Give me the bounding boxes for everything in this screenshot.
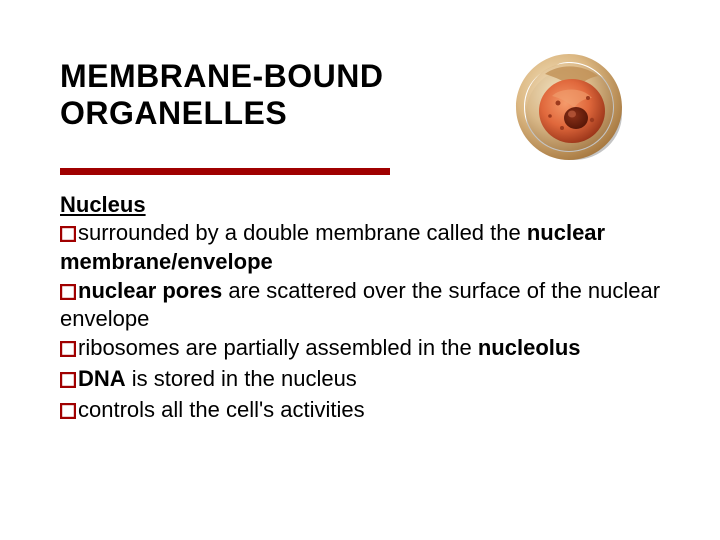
bullet-text: surrounded by a double membrane called t… xyxy=(78,220,527,245)
slide-title-area: MEMBRANE-BOUND ORGANELLES xyxy=(60,58,500,132)
bullet-text: ribosomes are partially assembled in the xyxy=(78,335,478,360)
title-underline xyxy=(60,168,390,175)
bullet-item: controls all the cell's activities xyxy=(60,397,670,426)
bullet-square-icon xyxy=(60,368,76,395)
bullet-item: DNA is stored in the nucleus xyxy=(60,366,670,395)
bullet-square-icon xyxy=(60,222,76,249)
bullet-item: nuclear pores are scattered over the sur… xyxy=(60,278,670,334)
bullet-bold: nuclear pores xyxy=(78,278,222,303)
bullet-item: surrounded by a double membrane called t… xyxy=(60,220,670,276)
cell-illustration xyxy=(510,48,628,166)
subheading: Nucleus xyxy=(60,192,670,218)
bullet-bold: DNA xyxy=(78,366,126,391)
slide-title: MEMBRANE-BOUND ORGANELLES xyxy=(60,58,500,132)
bullet-text: controls all the cell's activities xyxy=(78,397,365,422)
bullet-item: ribosomes are partially assembled in the… xyxy=(60,335,670,364)
bullet-square-icon xyxy=(60,399,76,426)
bullet-bold: nucleolus xyxy=(478,335,581,360)
content-area: Nucleus surrounded by a double membrane … xyxy=(60,192,670,428)
bullet-square-icon xyxy=(60,337,76,364)
bullet-text: is stored in the nucleus xyxy=(126,366,357,391)
bullet-square-icon xyxy=(60,280,76,307)
